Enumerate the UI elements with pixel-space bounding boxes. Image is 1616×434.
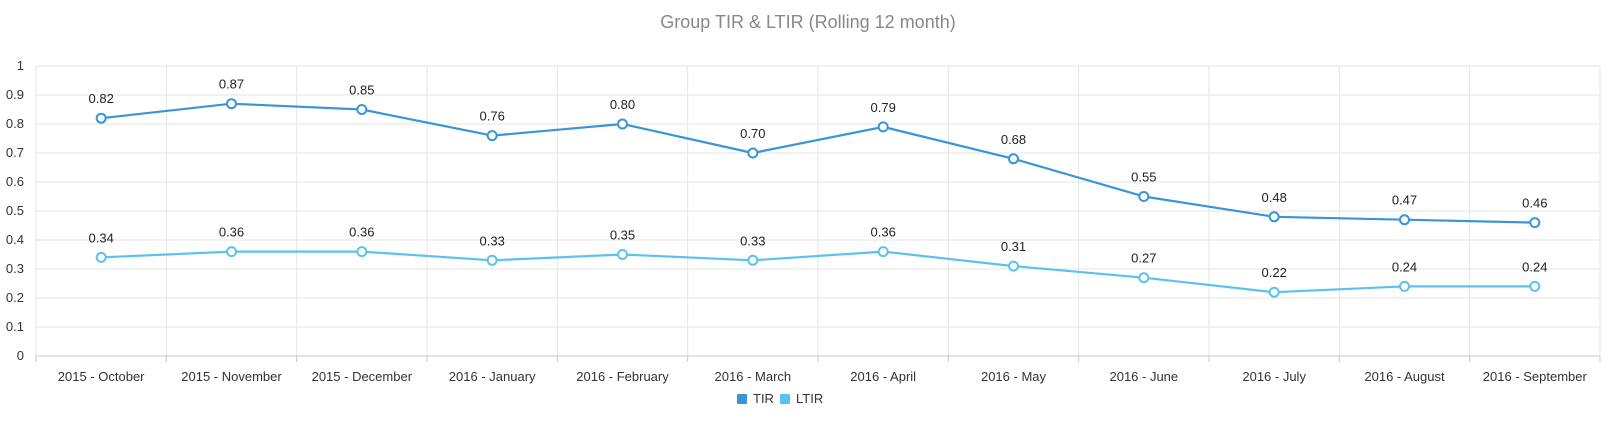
data-label-ltir: 0.36 [219, 225, 244, 240]
data-labels: 0.82 0.87 0.85 0.76 0.80 0.70 0.79 0.68 0.55 0.48… [89, 77, 1548, 281]
data-point-ltir[interactable] [1008, 260, 1019, 272]
data-label-tir: 0.82 [89, 91, 114, 106]
data-point-tir[interactable] [1268, 211, 1280, 223]
data-point-ltir[interactable] [226, 246, 237, 258]
series-line-tir [100, 102, 1536, 224]
data-label-tir: 0.70 [740, 126, 765, 141]
data-point-tir[interactable] [877, 121, 889, 133]
data-label-tir: 0.87 [219, 77, 244, 92]
x-tick-label: 2016 - September [1483, 369, 1588, 384]
data-point-tir[interactable] [1399, 214, 1410, 226]
data-point-ltir[interactable] [486, 254, 498, 266]
y-tick-label: 0.4 [6, 232, 24, 247]
data-label-tir: 0.80 [610, 97, 635, 112]
data-point-ltir[interactable] [747, 254, 759, 266]
legend-label-tir: TIR [753, 391, 774, 406]
legend-item-tir[interactable]: TIR [737, 391, 774, 406]
data-label-ltir: 0.24 [1392, 259, 1417, 274]
data-point-ltir[interactable] [1268, 286, 1280, 298]
y-tick-label: 0 [17, 348, 24, 363]
data-point-tir[interactable] [1008, 153, 1019, 165]
series-line-ltir [100, 250, 1536, 294]
data-label-tir: 0.76 [480, 109, 505, 124]
grid-lines [35, 65, 1601, 357]
x-tick-label: 2016 - August [1364, 369, 1445, 384]
data-point-ltir[interactable] [1529, 280, 1541, 292]
data-label-tir: 0.47 [1392, 193, 1417, 208]
y-tick-label: 0.3 [6, 261, 24, 276]
data-point-ltir[interactable] [356, 246, 368, 258]
data-label-ltir: 0.22 [1262, 265, 1287, 280]
x-tick-label: 2015 - December [312, 369, 413, 384]
x-tick-label: 2016 - March [715, 369, 792, 384]
y-tick-label: 0.1 [6, 319, 24, 334]
data-label-tir: 0.46 [1522, 196, 1547, 211]
y-tick-label: 0.9 [6, 87, 24, 102]
data-point-ltir[interactable] [95, 251, 107, 263]
data-point-ltir[interactable] [617, 249, 628, 260]
x-tick-label: 2016 - June [1109, 369, 1178, 384]
x-tick-label: 2015 - October [58, 369, 145, 384]
data-point-tir[interactable] [486, 130, 498, 142]
x-tick-label: 2016 - May [981, 369, 1047, 384]
x-tick-label: 2016 - February [576, 369, 669, 384]
legend-item-ltir[interactable]: LTIR [780, 391, 823, 406]
data-label-tir: 0.79 [871, 100, 896, 115]
data-point-ltir[interactable] [1399, 280, 1410, 292]
data-point-tir[interactable] [1529, 217, 1541, 229]
y-tick-label: 0.2 [6, 290, 24, 305]
data-point-ltir[interactable] [1138, 272, 1150, 284]
data-point-tir[interactable] [226, 98, 237, 110]
legend-swatch-ltir [780, 394, 790, 404]
data-label-tir: 0.55 [1131, 170, 1156, 185]
x-tick-label: 2016 - January [449, 369, 536, 384]
data-label-ltir: 0.31 [1001, 239, 1026, 254]
data-point-tir[interactable] [747, 147, 759, 159]
data-point-tir[interactable] [617, 118, 628, 130]
y-tick-label: 0.6 [6, 174, 24, 189]
x-tick-label: 2016 - July [1242, 369, 1306, 384]
x-tick-label: 2015 - November [181, 369, 282, 384]
data-label-ltir: 0.36 [871, 225, 896, 240]
legend[interactable]: TIR LTIR [737, 391, 823, 406]
data-point-ltir[interactable] [877, 246, 889, 258]
data-label-ltir: 0.36 [349, 225, 374, 240]
data-label-tir: 0.85 [349, 83, 374, 98]
data-label-ltir: 0.34 [89, 230, 114, 245]
data-label-ltir: 0.27 [1131, 251, 1156, 266]
data-label-ltir: 0.24 [1522, 259, 1547, 274]
series-layer [95, 98, 1541, 298]
y-tick-label: 1 [17, 58, 24, 73]
legend-swatch-tir [737, 394, 747, 404]
chart-title: Group TIR & LTIR (Rolling 12 month) [660, 12, 955, 32]
data-point-tir[interactable] [356, 104, 368, 115]
y-tick-label: 0.5 [6, 203, 24, 218]
y-tick-label: 0.7 [6, 145, 24, 160]
data-label-tir: 0.68 [1001, 132, 1026, 147]
data-label-ltir: 0.35 [610, 228, 635, 243]
data-point-tir[interactable] [1138, 191, 1150, 202]
data-point-tir[interactable] [95, 112, 107, 124]
data-label-ltir: 0.33 [480, 233, 505, 248]
data-label-ltir: 0.33 [740, 233, 765, 248]
data-label-tir: 0.48 [1262, 190, 1287, 205]
axes: 0 0.1 0.2 0.3 0.4 0.5 0.6 0.7 0.8 0.9 1 2015 - Octo… [6, 58, 1601, 384]
legend-label-ltir: LTIR [796, 391, 823, 406]
x-tick-label: 2016 - April [850, 369, 916, 384]
y-tick-label: 0.8 [6, 116, 24, 131]
